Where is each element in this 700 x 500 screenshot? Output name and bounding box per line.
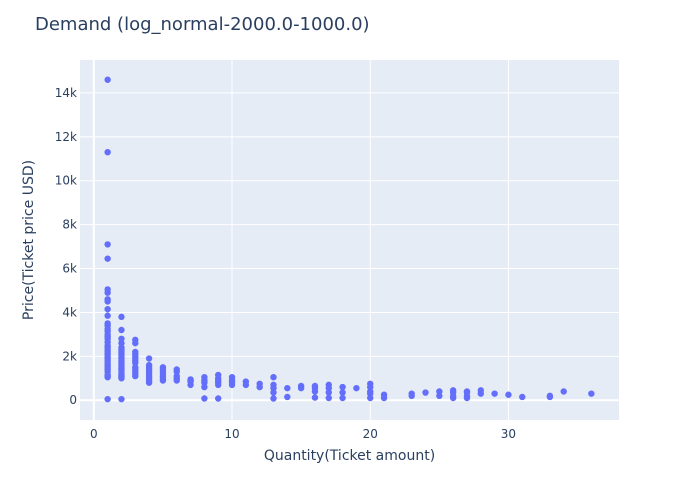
- scatter-point: [173, 368, 180, 375]
- scatter-point: [367, 394, 374, 402]
- scatter-point: [339, 389, 346, 396]
- y-tick-label: 2k: [62, 349, 77, 363]
- scatter-point: [173, 377, 180, 384]
- y-tick-label: 4k: [62, 305, 77, 319]
- scatter-point: [187, 381, 194, 389]
- scatter-point: [104, 305, 111, 313]
- scatter-point: [215, 395, 222, 402]
- scatter-point: [132, 359, 139, 367]
- y-tick-label: 10k: [55, 174, 77, 188]
- scatter-point: [104, 148, 111, 156]
- scatter-point: [104, 255, 111, 262]
- scatter-point: [436, 392, 443, 400]
- grid: [80, 60, 619, 420]
- scatter-point: [325, 389, 332, 396]
- scatter-point: [132, 372, 139, 380]
- scatter-point: [297, 384, 305, 392]
- x-tick-label: 10: [224, 427, 239, 441]
- scatter-point: [201, 383, 208, 391]
- scatter-point: [505, 391, 512, 398]
- chart-title: Demand (log_normal-2000.0-1000.0): [35, 14, 370, 35]
- scatter-points: [104, 76, 595, 403]
- scatter-point: [588, 390, 595, 397]
- scatter-point: [228, 381, 236, 389]
- x-tick-label: 0: [90, 427, 98, 441]
- scatter-point: [118, 326, 125, 334]
- scatter-point: [104, 372, 111, 380]
- scatter-point: [367, 383, 374, 391]
- scatter-point: [104, 76, 111, 83]
- scatter-point: [104, 395, 111, 403]
- x-tick-label: 20: [363, 427, 378, 441]
- scatter-point: [449, 394, 457, 402]
- scatter-point: [215, 381, 222, 389]
- y-tick-label: 12k: [55, 130, 77, 144]
- scatter-point: [367, 390, 374, 397]
- scatter-point: [145, 355, 153, 362]
- plot-area: [80, 60, 619, 420]
- scatter-point: [118, 395, 125, 403]
- scatter-point: [201, 379, 208, 386]
- y-tick-label: 6k: [62, 262, 77, 276]
- scatter-point: [118, 371, 125, 379]
- scatter-point: [201, 395, 208, 402]
- scatter-point: [491, 390, 498, 397]
- scatter-point: [311, 394, 319, 401]
- scatter-point: [284, 393, 291, 401]
- scatter-point: [145, 379, 153, 386]
- scatter-point: [104, 289, 111, 296]
- scatter-point: [104, 298, 111, 305]
- y-axis: 0 2k 4k 6k 8k 10k 12k 14k: [55, 86, 77, 407]
- scatter-point: [477, 390, 484, 397]
- y-axis-title: Price(Ticket price USD): [21, 160, 37, 320]
- scatter-point: [118, 313, 125, 321]
- scatter-point: [270, 373, 277, 381]
- x-axis: 0 10 20 30: [90, 427, 516, 441]
- scatter-point: [463, 394, 471, 402]
- scatter-point: [546, 393, 554, 401]
- scatter-point: [422, 389, 429, 396]
- scatter-point: [353, 384, 360, 392]
- scatter-point: [519, 393, 526, 401]
- scatter-point: [325, 394, 332, 402]
- x-tick-label: 30: [501, 427, 516, 441]
- scatter-point: [339, 394, 346, 402]
- scatter-point: [325, 384, 332, 392]
- scatter-point: [339, 383, 346, 391]
- scatter-point: [256, 383, 263, 391]
- scatter-point: [311, 388, 319, 395]
- y-tick-label: 8k: [62, 218, 77, 232]
- scatter-point: [436, 388, 443, 395]
- scatter-point: [118, 335, 125, 342]
- scatter-point: [408, 392, 415, 400]
- scatter-point: [270, 389, 277, 396]
- y-tick-label: 14k: [55, 86, 77, 100]
- scatter-point: [118, 339, 125, 347]
- x-axis-title: Quantity(Ticket amount): [264, 448, 435, 464]
- y-tick-label: 0: [69, 393, 77, 407]
- scatter-point: [104, 312, 111, 319]
- scatter-point: [270, 384, 277, 392]
- scatter-point: [560, 388, 567, 395]
- scatter-point: [380, 394, 388, 402]
- scatter-point: [242, 381, 250, 389]
- scatter-point: [159, 377, 167, 384]
- scatter-point: [270, 395, 277, 402]
- scatter-point: [284, 384, 291, 392]
- scatter-point: [132, 339, 139, 347]
- scatter-point: [104, 241, 111, 248]
